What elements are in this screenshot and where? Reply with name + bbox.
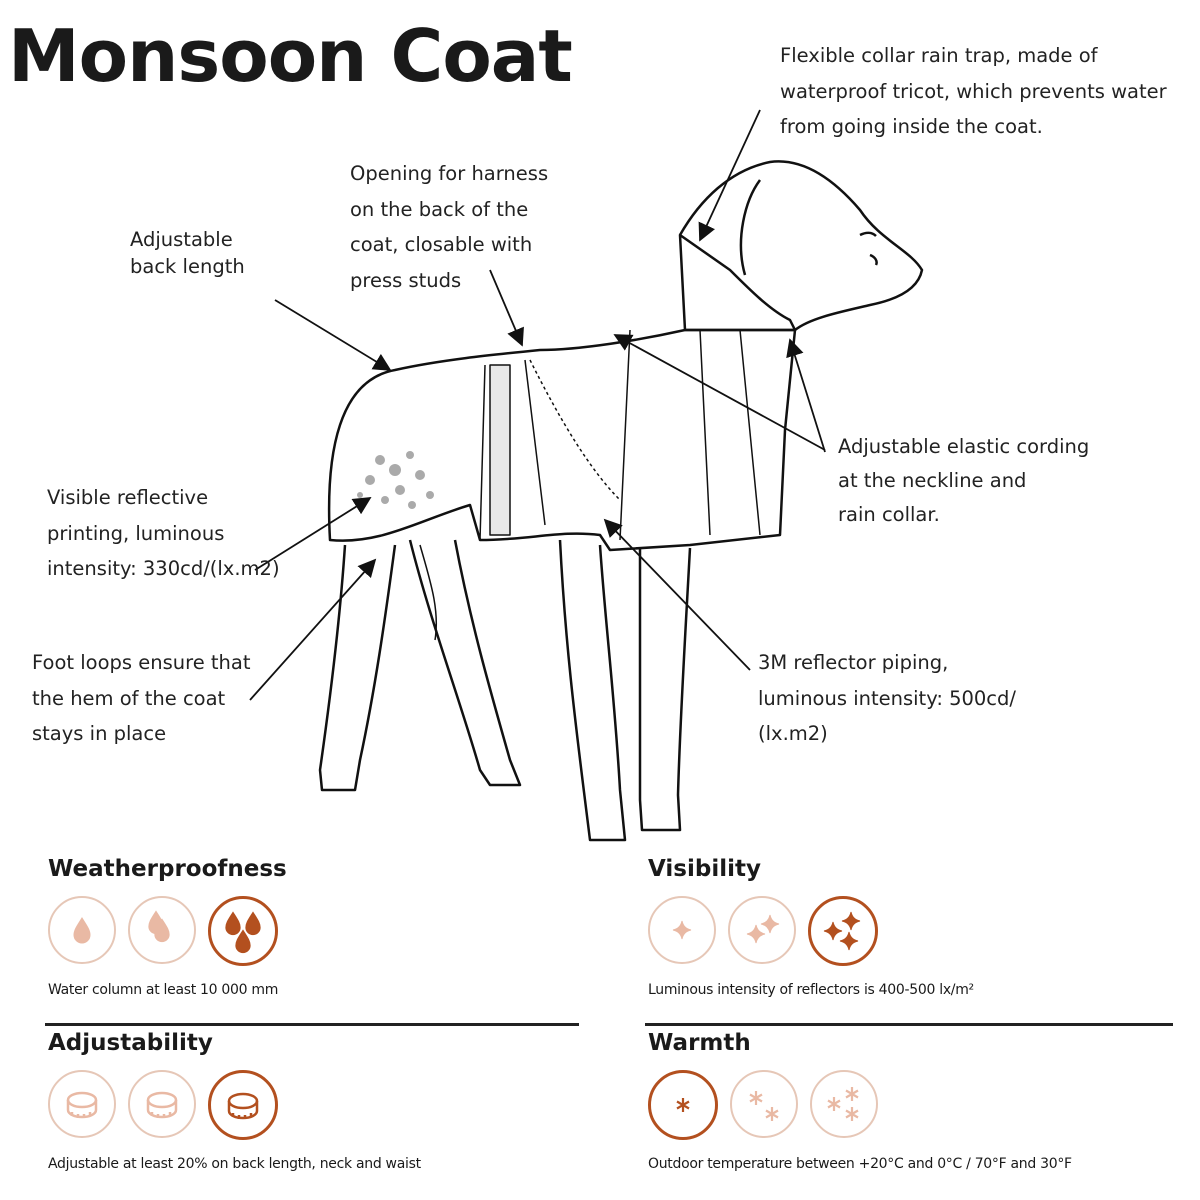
divider	[645, 1023, 1173, 1026]
feature-caption: Water column at least 10 000 mm	[48, 982, 279, 998]
note-reflective-printing: Visible reflective printing, luminous in…	[47, 486, 280, 580]
feature-visibility: Visibility Luminous intensity of reflect…	[648, 856, 1188, 998]
measuring-tape-icon	[208, 1070, 278, 1140]
note-back-length: Adjustable back length	[130, 228, 245, 278]
feature-heading: Warmth	[648, 1030, 751, 1056]
sparkle-icon	[808, 896, 878, 966]
rating-icons	[48, 896, 588, 966]
dog-outline	[318, 160, 924, 842]
rating-icons	[48, 1070, 588, 1140]
arrow-elastic-1	[613, 334, 826, 451]
feature-caption: Adjustable at least 20% on back length, …	[48, 1156, 421, 1172]
water-drop-icon	[128, 896, 196, 964]
snowflake-icon	[730, 1070, 798, 1138]
page-title: Monsoon Coat	[8, 14, 573, 98]
arrow-back-length	[274, 299, 392, 371]
reflective-print-pattern	[357, 451, 434, 509]
arrow-foot-loops	[249, 558, 377, 701]
annotation-arrows	[249, 109, 826, 701]
water-drop-icon	[48, 896, 116, 964]
note-collar: Flexible collar rain trap, made of water…	[780, 44, 1167, 138]
feature-heading: Weatherproofness	[48, 856, 287, 882]
arrow-piping	[603, 518, 751, 671]
snowflake-icon	[810, 1070, 878, 1138]
note-reflector-piping: 3M reflector piping, luminous intensity:…	[758, 651, 1016, 745]
arrow-elastic-2	[786, 338, 826, 453]
feature-heading: Visibility	[648, 856, 761, 882]
dog-coat-illustration	[249, 109, 924, 842]
arrow-harness	[489, 269, 524, 347]
note-elastic-cording: Adjustable elastic cording at the neckli…	[838, 435, 1090, 526]
sparkle-icon	[728, 896, 796, 964]
sparkle-icon	[648, 896, 716, 964]
rating-icons	[648, 896, 1188, 966]
feature-heading: Adjustability	[48, 1030, 213, 1056]
feature-caption: Outdoor temperature between +20°C and 0°…	[648, 1156, 1072, 1172]
note-harness: Opening for harness on the back of the c…	[350, 162, 549, 292]
rating-icons	[648, 1070, 1188, 1140]
water-drop-icon	[208, 896, 278, 966]
divider	[45, 1023, 579, 1026]
feature-weatherproofness: Weatherproofness Water column at least 1…	[48, 856, 588, 998]
arrow-reflective	[254, 497, 372, 571]
snowflake-icon	[648, 1070, 718, 1140]
note-foot-loops: Foot loops ensure that the hem of the co…	[32, 651, 251, 745]
arrow-collar	[698, 109, 761, 242]
feature-warmth: Warmth Outdoor temperature between +20°C…	[648, 1030, 1188, 1172]
measuring-tape-icon	[128, 1070, 196, 1138]
feature-caption: Luminous intensity of reflectors is 400-…	[648, 982, 974, 998]
measuring-tape-icon	[48, 1070, 116, 1138]
feature-adjustability: Adjustability Adjustable at least 20% on…	[48, 1030, 588, 1172]
